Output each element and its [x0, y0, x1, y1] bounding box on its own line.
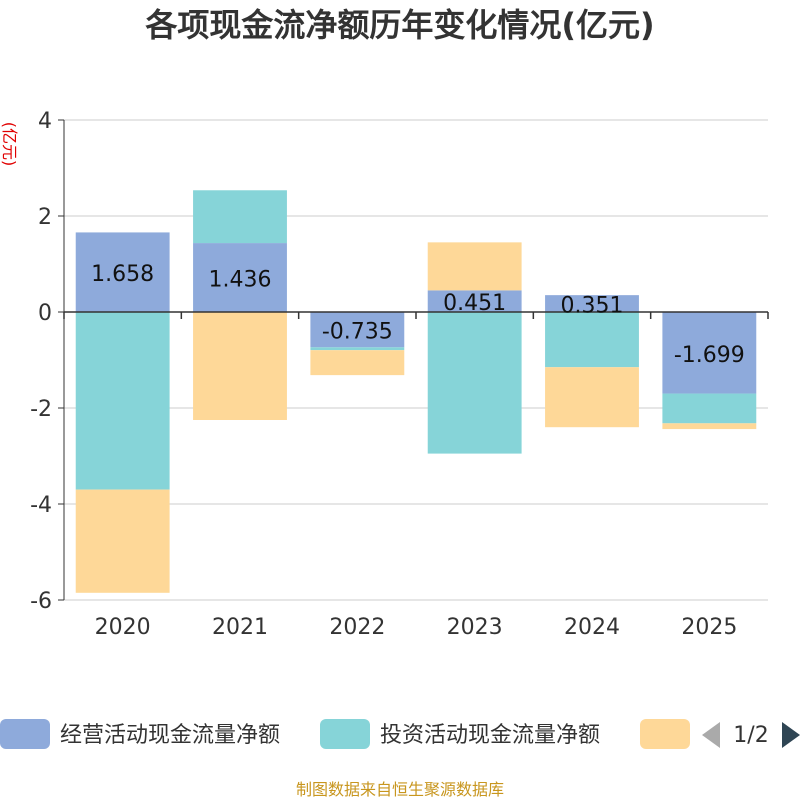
y-axis-label: (亿元) — [0, 122, 19, 167]
bars — [75, 190, 757, 593]
x-tick-label: 2025 — [681, 615, 737, 640]
bar-segment — [662, 393, 757, 424]
bar-segment — [193, 243, 287, 312]
legend-swatch[interactable] — [640, 719, 690, 749]
x-tick-label: 2021 — [212, 615, 268, 640]
bar-segment — [75, 312, 170, 490]
bar-segment — [545, 367, 639, 428]
bar-segment — [75, 489, 170, 593]
bar-segment — [662, 423, 757, 430]
legend-label[interactable]: 投资活动现金流量净额 — [380, 723, 600, 748]
x-tick-label: 2020 — [95, 615, 151, 640]
bar-segment — [545, 295, 639, 312]
bar-segment — [310, 347, 405, 351]
y-tick-label: 0 — [38, 301, 52, 326]
bar-segment — [662, 312, 757, 394]
x-tick-label: 2024 — [564, 615, 620, 640]
bar-segment — [427, 242, 522, 291]
bar-segment — [427, 312, 522, 454]
x-tick-label: 2023 — [447, 615, 503, 640]
y-tick-label: -6 — [30, 589, 52, 614]
source-note: 制图数据来自恒生聚源数据库 — [296, 780, 504, 799]
data-label: 0.351 — [561, 294, 624, 319]
data-labels: 1.658 1.436 -0.735 0.451 0.351 -1.699 — [91, 262, 745, 368]
data-label: 1.436 — [209, 268, 272, 293]
bar-segment — [545, 312, 639, 368]
data-label: 0.451 — [443, 291, 506, 316]
x-tick-label: 2022 — [329, 615, 385, 640]
legend-next-icon[interactable] — [782, 722, 800, 748]
chart-title: 各项现金流净额历年变化情况(亿元) — [145, 6, 654, 44]
bar-segment — [310, 312, 405, 348]
axes: 4 2 0 -2 -4 -6 2020 2021 2022 2023 2024 2025 — [30, 109, 769, 640]
legend-page-indicator: 1/2 — [733, 723, 768, 748]
grid-lines — [64, 119, 768, 601]
legend-swatch[interactable] — [320, 719, 370, 749]
y-tick-label: 4 — [38, 109, 52, 134]
bar-segment — [427, 290, 522, 312]
data-label: 1.658 — [91, 262, 154, 287]
legend[interactable]: 经营活动现金流量净额 投资活动现金流量净额 1/2 — [0, 719, 800, 749]
bar-segment — [193, 312, 287, 420]
bar-segment — [193, 190, 287, 244]
bar-segment — [75, 232, 170, 312]
y-tick-label: 2 — [38, 205, 52, 230]
bar-segment — [310, 350, 405, 376]
legend-label[interactable]: 经营活动现金流量净额 — [60, 723, 280, 748]
legend-swatch[interactable] — [0, 719, 50, 749]
y-tick-label: -4 — [30, 493, 52, 518]
legend-prev-icon[interactable] — [702, 722, 720, 748]
data-label: -0.735 — [322, 320, 393, 345]
y-tick-label: -2 — [30, 397, 52, 422]
data-label: -1.699 — [674, 343, 745, 368]
